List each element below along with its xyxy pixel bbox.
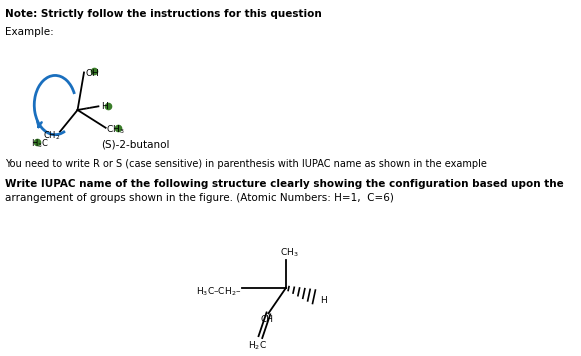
Text: You need to write R or S (case sensitive) in parenthesis with IUPAC name as show: You need to write R or S (case sensitive… <box>5 159 487 169</box>
Text: Note: Strictly follow the instructions for this question: Note: Strictly follow the instructions f… <box>5 9 322 19</box>
Text: CH$_2$: CH$_2$ <box>42 130 60 142</box>
Text: OH: OH <box>85 68 99 78</box>
Text: Write IUPAC name of the following structure clearly showing the configuration ba: Write IUPAC name of the following struct… <box>5 179 564 189</box>
Text: H$_2$C: H$_2$C <box>248 339 267 352</box>
Text: H: H <box>320 295 327 305</box>
Text: H$_3$C: H$_3$C <box>31 138 49 150</box>
Text: H: H <box>101 102 107 111</box>
Text: CH: CH <box>260 315 273 324</box>
Text: Example:: Example: <box>5 27 54 37</box>
Text: CH$_3$: CH$_3$ <box>106 124 125 136</box>
Text: H$_3$C–CH$_2$–: H$_3$C–CH$_2$– <box>196 286 241 298</box>
Text: arrangement of groups shown in the figure. (Atomic Numbers: H=1,  C=6): arrangement of groups shown in the figur… <box>5 193 394 203</box>
Text: (S)-2-butanol: (S)-2-butanol <box>101 140 170 150</box>
Text: CH$_3$: CH$_3$ <box>279 246 298 259</box>
